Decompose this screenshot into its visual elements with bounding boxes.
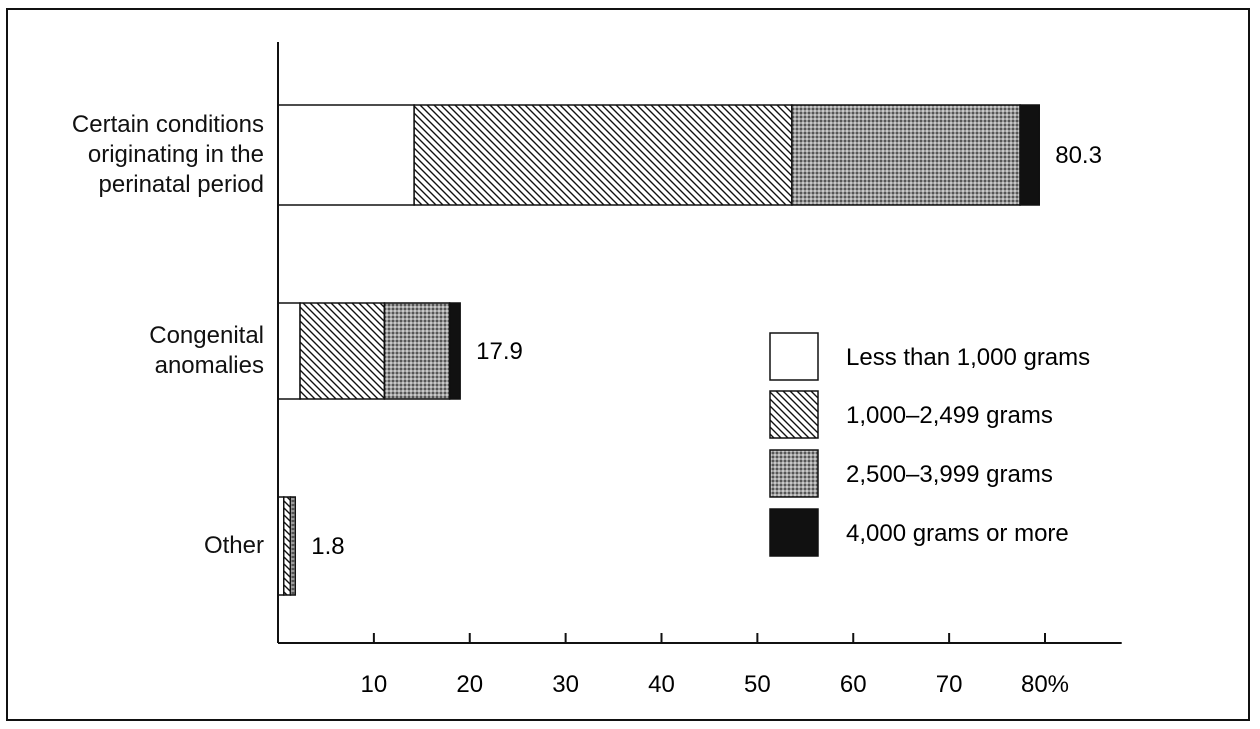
legend-label: 1,000–2,499 grams [846,402,1053,429]
axes-group: 10 20 30 40 50 60 70 80% [277,42,1122,698]
bar-segment [1019,104,1040,206]
x-tick-label: 80% [1021,671,1069,698]
total-label: 80.3 [1055,142,1102,169]
category-label-line: Certain conditions [71,111,264,138]
bar-segment [277,302,301,400]
legend-label: 4,000 grams or more [846,520,1069,547]
x-tick-label: 70 [936,671,963,698]
bar-segment [277,104,415,206]
legend-label: 2,500–3,999 grams [846,461,1053,488]
category-label-line: Congenital [149,322,264,349]
bar-segment [413,104,793,206]
legend-swatch [769,332,819,381]
bar-segment [299,302,386,400]
x-tick-label: 40 [648,671,675,698]
totals-group: 80.3 17.9 1.8 [311,142,1102,560]
category-label: Congenital anomalies [149,321,264,381]
x-tick-label: 30 [552,671,579,698]
bar-segment [791,104,1021,206]
category-label-line: perinatal period [98,171,264,198]
category-label: Other [204,531,264,561]
category-label-line: originating in the [87,141,264,168]
category-label-line: anomalies [154,352,264,379]
legend-group: Less than 1,000 grams 1,000–2,499 grams 2,… [769,332,1090,557]
legend-swatch [769,508,819,557]
category-label: Certain conditions originating in the peri… [72,110,264,200]
x-tick-label: 10 [361,671,388,698]
total-label: 17.9 [476,338,523,365]
bar-segment [283,496,292,596]
x-tick-label: 20 [456,671,483,698]
legend-swatch [769,390,819,439]
legend-label: Less than 1,000 grams [846,344,1090,371]
bar-segment [289,496,297,596]
x-tick-label: 60 [840,671,867,698]
legend-swatch [769,449,819,498]
category-label-line: Other [203,532,264,559]
x-tick-label: 50 [744,671,771,698]
bar-segment [448,302,461,400]
bar-segment [383,302,451,400]
bars-group [277,104,1040,596]
total-label: 1.8 [311,533,344,560]
